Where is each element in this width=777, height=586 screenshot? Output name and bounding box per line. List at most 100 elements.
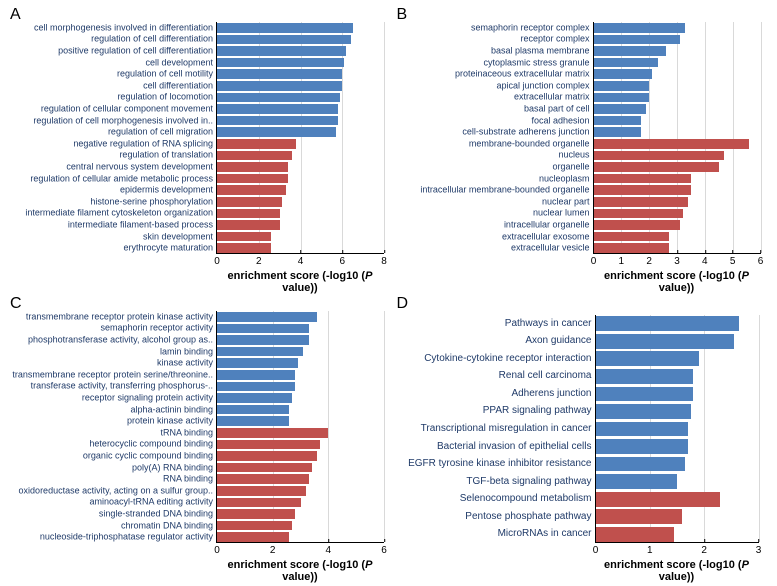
x-tick: 3 xyxy=(674,253,680,267)
bar-label: Cytokine-cytokine receptor interaction xyxy=(424,354,595,364)
bar-row: cell morphogenesis involved in different… xyxy=(217,22,384,34)
bar-rect xyxy=(596,457,686,472)
bar-label: tRNA binding xyxy=(160,428,217,437)
bar-rect xyxy=(217,35,351,45)
bar-rect xyxy=(594,127,641,137)
gridline xyxy=(759,315,760,542)
bar-label: receptor complex xyxy=(520,35,593,44)
bar-rect xyxy=(217,197,282,207)
bar-row: Pathways in cancer xyxy=(596,315,759,333)
bar-label: cell differentiation xyxy=(143,81,217,90)
bar-rect xyxy=(217,405,289,415)
bar-label: apical junction complex xyxy=(496,81,593,90)
x-tick: 8 xyxy=(381,253,387,267)
bar-row: MicroRNAs in cancer xyxy=(596,525,759,543)
chart-B: 0123456semaphorin receptor complexrecept… xyxy=(593,22,761,254)
bar-label: Adherens junction xyxy=(511,389,595,399)
panel-letter-D: D xyxy=(397,295,409,313)
bar-row: cytoplasmic stress granule xyxy=(594,57,761,69)
bar-row: nucleus xyxy=(594,150,761,162)
bar-label: nuclear lumen xyxy=(533,209,594,218)
bar-row: intermediate filament-based process xyxy=(217,219,384,231)
bar-row: transmembrane receptor protein kinase ac… xyxy=(217,311,384,323)
bar-label: Axon guidance xyxy=(525,336,595,346)
bar-label: Selenocompound metabolism xyxy=(460,494,596,504)
bar-rect xyxy=(594,93,650,103)
bar-row: focal adhesion xyxy=(594,115,761,127)
bar-label: Pathways in cancer xyxy=(505,319,596,329)
plot-area: 0123456semaphorin receptor complexrecept… xyxy=(593,22,761,254)
bar-label: organelle xyxy=(552,162,593,171)
panel-letter-B: B xyxy=(397,6,408,24)
bar-label: basal plasma membrane xyxy=(491,46,594,55)
bar-rect xyxy=(217,440,320,450)
bar-label: regulation of cellular amide metabolic p… xyxy=(30,174,217,183)
bar-row: histone-serine phosphorylation xyxy=(217,196,384,208)
bar-rect xyxy=(594,69,652,79)
bar-row: protein kinase activity xyxy=(217,415,384,427)
bar-rect xyxy=(594,139,750,149)
bar-label: regulation of cell morphogenesis involve… xyxy=(33,116,217,125)
bar-rect xyxy=(594,46,666,56)
bar-row: Cytokine-cytokine receptor interaction xyxy=(596,350,759,368)
bar-rect xyxy=(217,324,309,334)
x-axis-title: enrichment score (-log10 (P value)) xyxy=(595,559,759,583)
x-tick: 4 xyxy=(326,542,332,556)
bar-label: lamin binding xyxy=(160,347,217,356)
bar-row: PPAR signaling pathway xyxy=(596,403,759,421)
bar-row: tRNA binding xyxy=(217,427,384,439)
bar-row: regulation of cell morphogenesis involve… xyxy=(217,115,384,127)
bar-label: skin development xyxy=(143,232,217,241)
bar-label: intermediate filament cytoskeleton organ… xyxy=(25,209,217,218)
bar-label: receptor signaling protein activity xyxy=(82,393,217,402)
bar-row: semaphorin receptor complex xyxy=(594,22,761,34)
bar-rect xyxy=(594,104,647,114)
bar-row: phosphotransferase activity, alcohol gro… xyxy=(217,334,384,346)
bar-label: semaphorin receptor activity xyxy=(100,324,217,333)
bar-rect xyxy=(217,498,301,508)
bar-label: membrane-bounded organelle xyxy=(469,139,594,148)
bar-rect xyxy=(217,139,296,149)
panel-letter-C: C xyxy=(10,295,22,313)
bar-rect xyxy=(217,463,312,473)
bar-row: nuclear lumen xyxy=(594,208,761,220)
x-tick: 6 xyxy=(758,253,764,267)
bar-row: EGFR tyrosine kinase inhibitor resistanc… xyxy=(596,455,759,473)
bar-rect xyxy=(594,197,689,207)
bar-label: single-stranded DNA binding xyxy=(99,509,217,518)
bar-label: proteinaceous extracellular matrix xyxy=(455,70,594,79)
bar-rect xyxy=(217,428,328,438)
bar-label: regulation of cellular component movemen… xyxy=(41,104,217,113)
bar-row: intracellular membrane-bounded organelle xyxy=(594,184,761,196)
x-tick: 5 xyxy=(730,253,736,267)
bar-label: regulation of cell differentiation xyxy=(91,35,217,44)
bar-label: TGF-beta signaling pathway xyxy=(466,477,595,487)
x-tick: 0 xyxy=(214,542,220,556)
bar-rect xyxy=(217,81,342,91)
x-tick: 2 xyxy=(256,253,262,267)
bar-rect xyxy=(217,347,303,357)
x-tick: 4 xyxy=(298,253,304,267)
bar-label: basal part of cell xyxy=(524,104,594,113)
bar-row: cell development xyxy=(217,57,384,69)
bar-rect xyxy=(217,532,289,542)
chart-D: 0123Pathways in cancerAxon guidanceCytok… xyxy=(595,315,759,543)
bar-rect xyxy=(594,185,691,195)
bar-rect xyxy=(217,174,288,184)
bar-row: intracellular organelle xyxy=(594,219,761,231)
bar-label: extracellular exosome xyxy=(502,232,594,241)
bar-row: Pentose phosphate pathway xyxy=(596,508,759,526)
bar-rect xyxy=(217,209,280,219)
bar-label: transmembrane receptor protein serine/th… xyxy=(12,370,217,379)
plot-area: 0246transmembrane receptor protein kinas… xyxy=(216,311,384,543)
x-axis-title: enrichment score (-log10 (P value)) xyxy=(216,559,384,583)
bar-rect xyxy=(217,521,292,531)
bar-row: transferase activity, transferring phosp… xyxy=(217,381,384,393)
bar-rect xyxy=(217,393,292,403)
x-tick: 1 xyxy=(619,253,625,267)
bar-label: EGFR tyrosine kinase inhibitor resistanc… xyxy=(408,459,595,469)
bar-rect xyxy=(217,243,271,253)
bar-row: alpha-actinin binding xyxy=(217,404,384,416)
gridline xyxy=(761,22,762,253)
bar-label: cell-substrate adherens junction xyxy=(462,128,593,137)
